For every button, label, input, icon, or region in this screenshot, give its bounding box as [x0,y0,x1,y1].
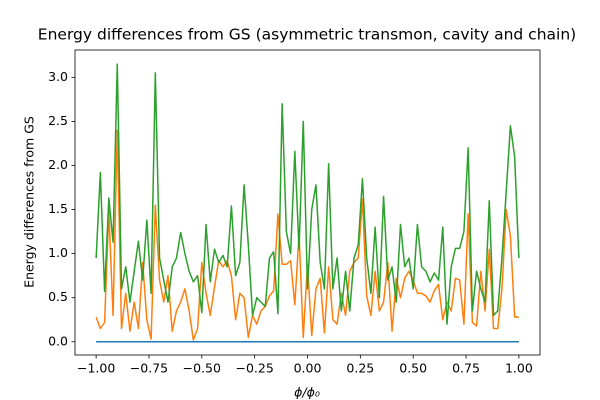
x-tick-label: 0.00 [294,361,322,376]
y-tick-label: 2.0 [48,157,68,172]
x-tick-label: −0.50 [183,361,221,376]
x-axis-label: ϕ/ϕ₀ [294,385,320,400]
y-tick-label: 3.0 [48,69,68,84]
y-tick-label: 1.5 [48,201,68,216]
x-tick-label: 0.25 [346,361,374,376]
x-tick-label: −0.75 [130,361,168,376]
x-tick-label: −1.00 [77,361,115,376]
plot-frame [74,49,541,356]
x-tick-label: 0.50 [399,361,427,376]
y-tick-label: 1.0 [48,245,68,260]
chart-title: Energy differences from GS (asymmetric t… [38,26,576,44]
y-tick-label: 0.5 [48,289,68,304]
y-axis-label: Energy differences from GS [22,116,37,288]
x-tick-label: −0.25 [236,361,274,376]
y-tick-label: 0.0 [48,333,68,348]
x-tick-label: 1.00 [505,361,533,376]
data-line [95,63,520,325]
y-tick-label: 2.5 [48,113,68,128]
title-background [0,24,600,46]
x-tick-label: 0.75 [452,361,480,376]
